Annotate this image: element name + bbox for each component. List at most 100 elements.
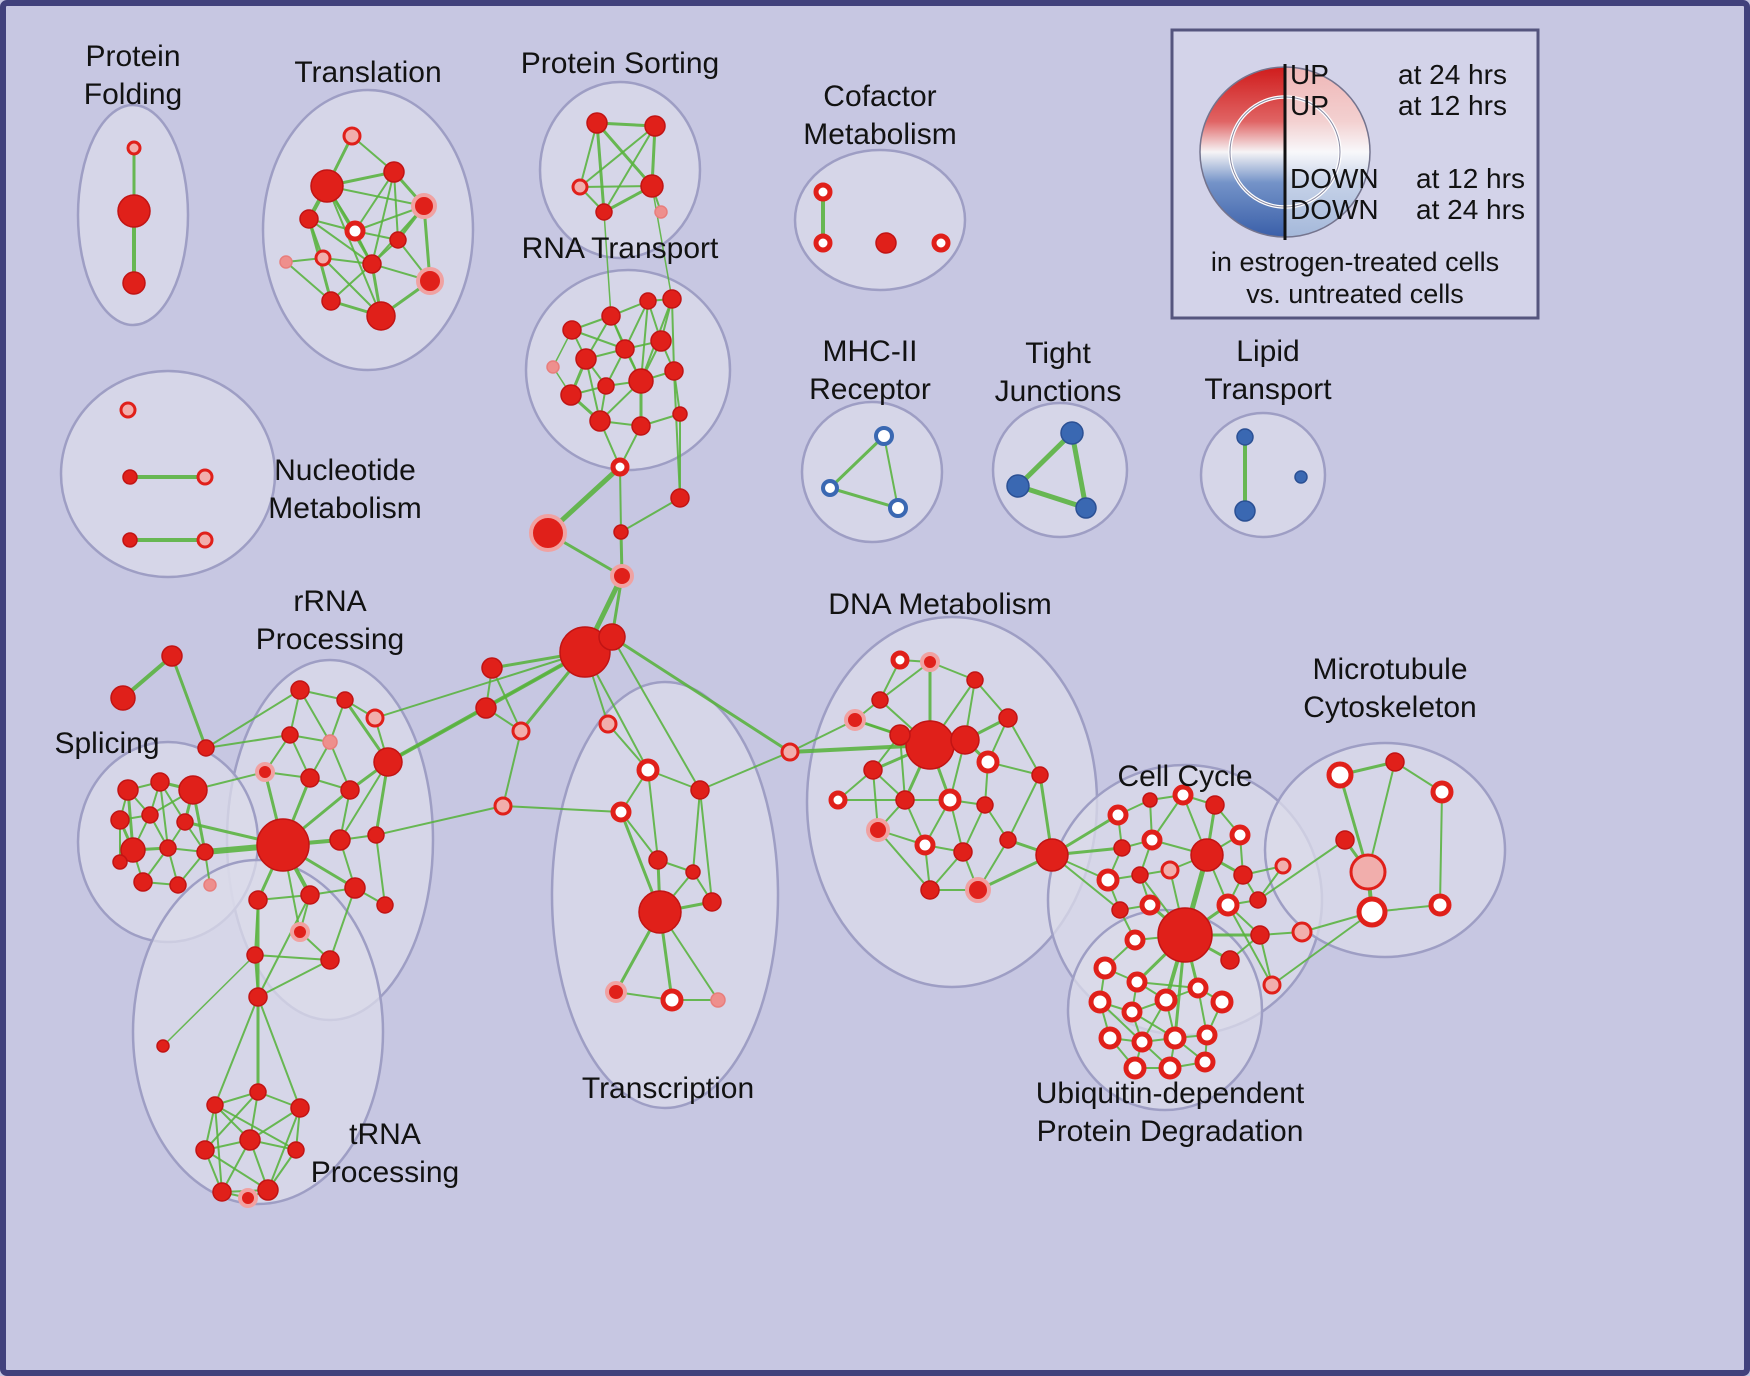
node-mc5 — [1349, 853, 1387, 891]
edge-tn1-tn3 — [214, 996, 259, 1106]
node-ub10 — [1163, 1026, 1187, 1050]
node-ub2 — [1126, 971, 1148, 993]
node-ch1 — [610, 457, 630, 477]
legend-up-12-time: at 12 hrs — [1398, 90, 1507, 121]
node-rr11 — [329, 829, 351, 851]
node-cf3 — [875, 232, 897, 254]
legend-caption-line2: vs. untreated cells — [1246, 279, 1464, 309]
node-rt15 — [546, 360, 560, 374]
node-cf2 — [813, 233, 833, 253]
edge-tc3-tc6 — [692, 789, 701, 873]
node-ft3 — [197, 739, 215, 757]
node-nm5 — [196, 531, 214, 549]
node-cc8 — [1229, 824, 1251, 846]
node-hub — [559, 626, 611, 678]
edge-ft3-rr1 — [205, 689, 301, 749]
node-dm10 — [863, 760, 883, 780]
cluster-nucleotide-metabolism — [59, 369, 277, 579]
edge-hub2-pk — [610, 635, 792, 754]
node-in4 — [493, 796, 513, 816]
node-rt14 — [672, 406, 688, 422]
node-cc15 — [1157, 907, 1213, 963]
node-ch3 — [529, 514, 567, 552]
legend-down-12-time: at 12 hrs — [1416, 163, 1525, 194]
node-dm7 — [905, 720, 955, 770]
node-dm6 — [998, 708, 1018, 728]
node-tn10 — [257, 1179, 279, 1201]
node-cf4 — [931, 233, 951, 253]
edge-ps5-rt2 — [603, 211, 612, 317]
node-ft2 — [110, 685, 136, 711]
edge-pk-dm1 — [789, 719, 856, 753]
edge-in4-tc4 — [502, 805, 622, 813]
node-tc4 — [610, 801, 632, 823]
node-ub13 — [1158, 1056, 1182, 1080]
cluster-label-cell-cycle-line1: Cell Cycle — [1117, 760, 1252, 793]
edge-in4-rr12 — [375, 805, 504, 836]
node-rr9 — [340, 780, 360, 800]
node-rt9 — [597, 377, 615, 395]
node-rr5 — [322, 734, 338, 750]
node-tn7 — [239, 1129, 261, 1151]
edge-rr12-rr19 — [375, 834, 386, 906]
edge-tc3-tc8 — [699, 789, 713, 903]
node-rr4 — [281, 726, 299, 744]
node-tc5 — [648, 850, 668, 870]
node-ub7 — [1210, 990, 1234, 1014]
node-tn3 — [206, 1096, 224, 1114]
node-rr14 — [300, 885, 320, 905]
edge-dm6-dm12 — [1007, 717, 1041, 776]
edge-tn6-tn10 — [204, 1149, 269, 1191]
node-cc4 — [1205, 795, 1225, 815]
edge-hub-rr3 — [374, 651, 586, 719]
node-rt2 — [601, 306, 621, 326]
node-ub14 — [1194, 1051, 1216, 1073]
node-rt4 — [662, 289, 682, 309]
edge-dm9-dm13 — [899, 734, 906, 801]
edge-xn1-mc6 — [1271, 911, 1373, 986]
cluster-label-tight-junctions-line1: Tight — [1025, 337, 1091, 370]
legend-down-12-level: DOWN — [1290, 163, 1379, 194]
node-dm2 — [871, 691, 889, 709]
node-rt3 — [639, 292, 657, 310]
node-tc8 — [702, 892, 722, 912]
edge-hub2-tc3 — [611, 636, 701, 791]
inner-circle-right-half — [1285, 97, 1340, 207]
node-tn11 — [238, 1188, 258, 1208]
node-mh3 — [888, 498, 908, 518]
node-rt8 — [560, 384, 582, 406]
edge-tl7-tl13 — [393, 171, 399, 241]
cluster-label-trna-processing-line1: tRNA — [349, 1118, 421, 1151]
node-pf2 — [117, 194, 151, 228]
legend-up-24-level: UP — [1290, 59, 1329, 90]
node-rr3 — [365, 708, 385, 728]
node-dm21 — [965, 877, 991, 903]
node-dm12 — [1031, 766, 1049, 784]
edge-tn5-tn10 — [267, 1107, 301, 1191]
node-pf3 — [122, 271, 146, 295]
cluster-label-protein-folding-line2: Folding — [84, 78, 182, 111]
node-tn1 — [248, 987, 268, 1007]
cluster-label-lipid-transport-line1: Lipid — [1236, 335, 1299, 368]
node-rr17 — [320, 950, 340, 970]
cluster-label-rna-transport-line1: RNA Transport — [522, 232, 719, 265]
node-ft1 — [161, 645, 183, 667]
node-tc11 — [710, 992, 726, 1008]
node-tc9 — [605, 981, 627, 1003]
node-cc3 — [1172, 784, 1194, 806]
node-cc18 — [1124, 929, 1146, 951]
cluster-lipid-transport — [1199, 411, 1327, 539]
cluster-label-tight-junctions-line2: Junctions — [995, 375, 1122, 408]
cluster-label-microtubule-cytoskeleton-line1: Microtubule — [1312, 653, 1467, 686]
node-tl13 — [389, 231, 407, 249]
edge-tn3-tn9 — [214, 1104, 223, 1193]
node-nm3 — [196, 468, 214, 486]
node-tl3 — [299, 209, 319, 229]
node-rt11 — [664, 361, 684, 381]
node-tl5 — [344, 220, 366, 242]
node-nm2 — [122, 469, 138, 485]
node-rr7 — [255, 762, 275, 782]
node-sp3 — [178, 775, 208, 805]
node-tn6 — [195, 1140, 215, 1160]
